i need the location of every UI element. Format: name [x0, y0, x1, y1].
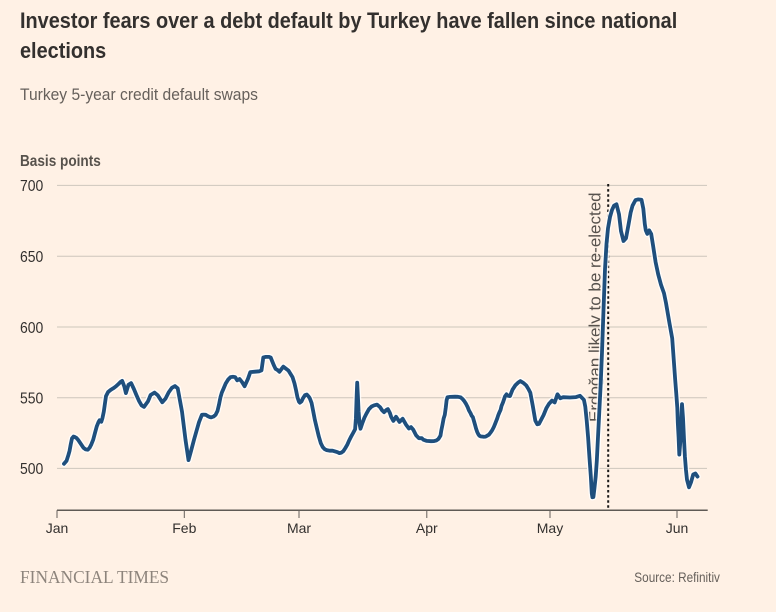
svg-text:Feb: Feb	[172, 520, 196, 536]
svg-text:Jan: Jan	[46, 520, 69, 536]
svg-text:500: 500	[20, 461, 44, 478]
svg-text:Mar: Mar	[287, 520, 311, 536]
svg-text:600: 600	[20, 320, 44, 337]
svg-text:700: 700	[20, 178, 44, 195]
svg-text:550: 550	[20, 391, 44, 408]
svg-text:Apr: Apr	[416, 520, 438, 536]
svg-text:May: May	[537, 520, 563, 536]
svg-text:Jun: Jun	[666, 520, 689, 536]
svg-text:650: 650	[20, 249, 44, 266]
